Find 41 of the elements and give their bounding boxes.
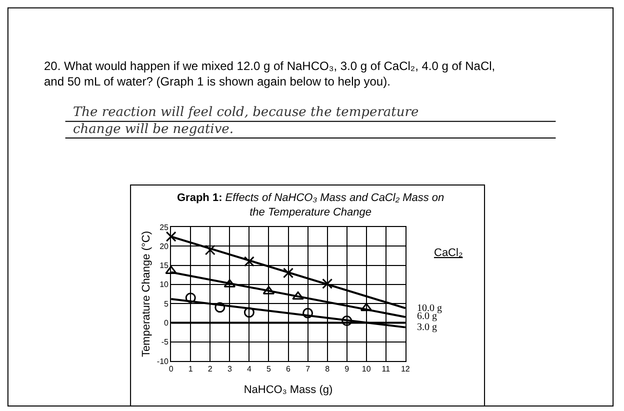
y-tick-label: 5 [164,299,170,308]
x-tick-label: 12 [400,364,410,374]
y-tick-label: -5 [161,338,170,347]
chart-subtitle: Effects of NaHCO₃ Mass and CaCl₂ Mass on the Temperature Change [222,192,444,218]
y-tick-label: 15 [160,261,170,270]
x-tick-label: 1 [188,364,194,374]
y-tick-label: 25 [160,222,170,232]
x-tick-label: 5 [266,364,272,374]
point [185,292,196,304]
point [292,291,304,300]
point [322,278,333,289]
point [244,307,254,318]
point [283,268,294,278]
y-axis-title: Temperature Change (°C) [140,230,153,358]
text: 20. What would happen if we mixed 12.0 g of NaHCO₃, 3.0 g of CaCl₂, 4.0 g of NaCl, and 50 mL of water? (Graph 1 is shown again below to help you). [44,59,496,89]
point [204,244,216,256]
y-tick-label: 10 [160,280,170,290]
x-tick-label: 6 [286,364,292,374]
y-tick-label: -10 [156,356,170,366]
point [244,256,254,267]
x-tick-label: 2 [208,364,213,374]
x-tick-label: 3 [227,364,232,374]
x-tick-label: 9 [344,364,350,374]
x-tick-label: 4 [246,364,252,374]
chart-title: Graph 1: [177,192,222,204]
point [214,302,226,313]
x-axis-title: NaHCO₃ Mass (g) [244,384,333,396]
series-label: 6.0 g [417,311,437,322]
y-tick-label: 20 [160,242,170,251]
point [166,231,176,242]
x-tick-label: 7 [306,364,311,374]
text: The reaction will feel cold, because the temperature change will be negative. [73,105,419,137]
x-tick-label: 10 [362,364,372,374]
point [302,308,314,318]
legend-title: CaCl₂ [434,247,463,259]
point [360,302,372,312]
y-tick-label: 0 [164,318,170,328]
series-label: 3.0 g [417,322,437,333]
point [342,316,352,326]
x-tick-label: 8 [325,364,330,374]
x-tick-label: 11 [382,364,391,374]
